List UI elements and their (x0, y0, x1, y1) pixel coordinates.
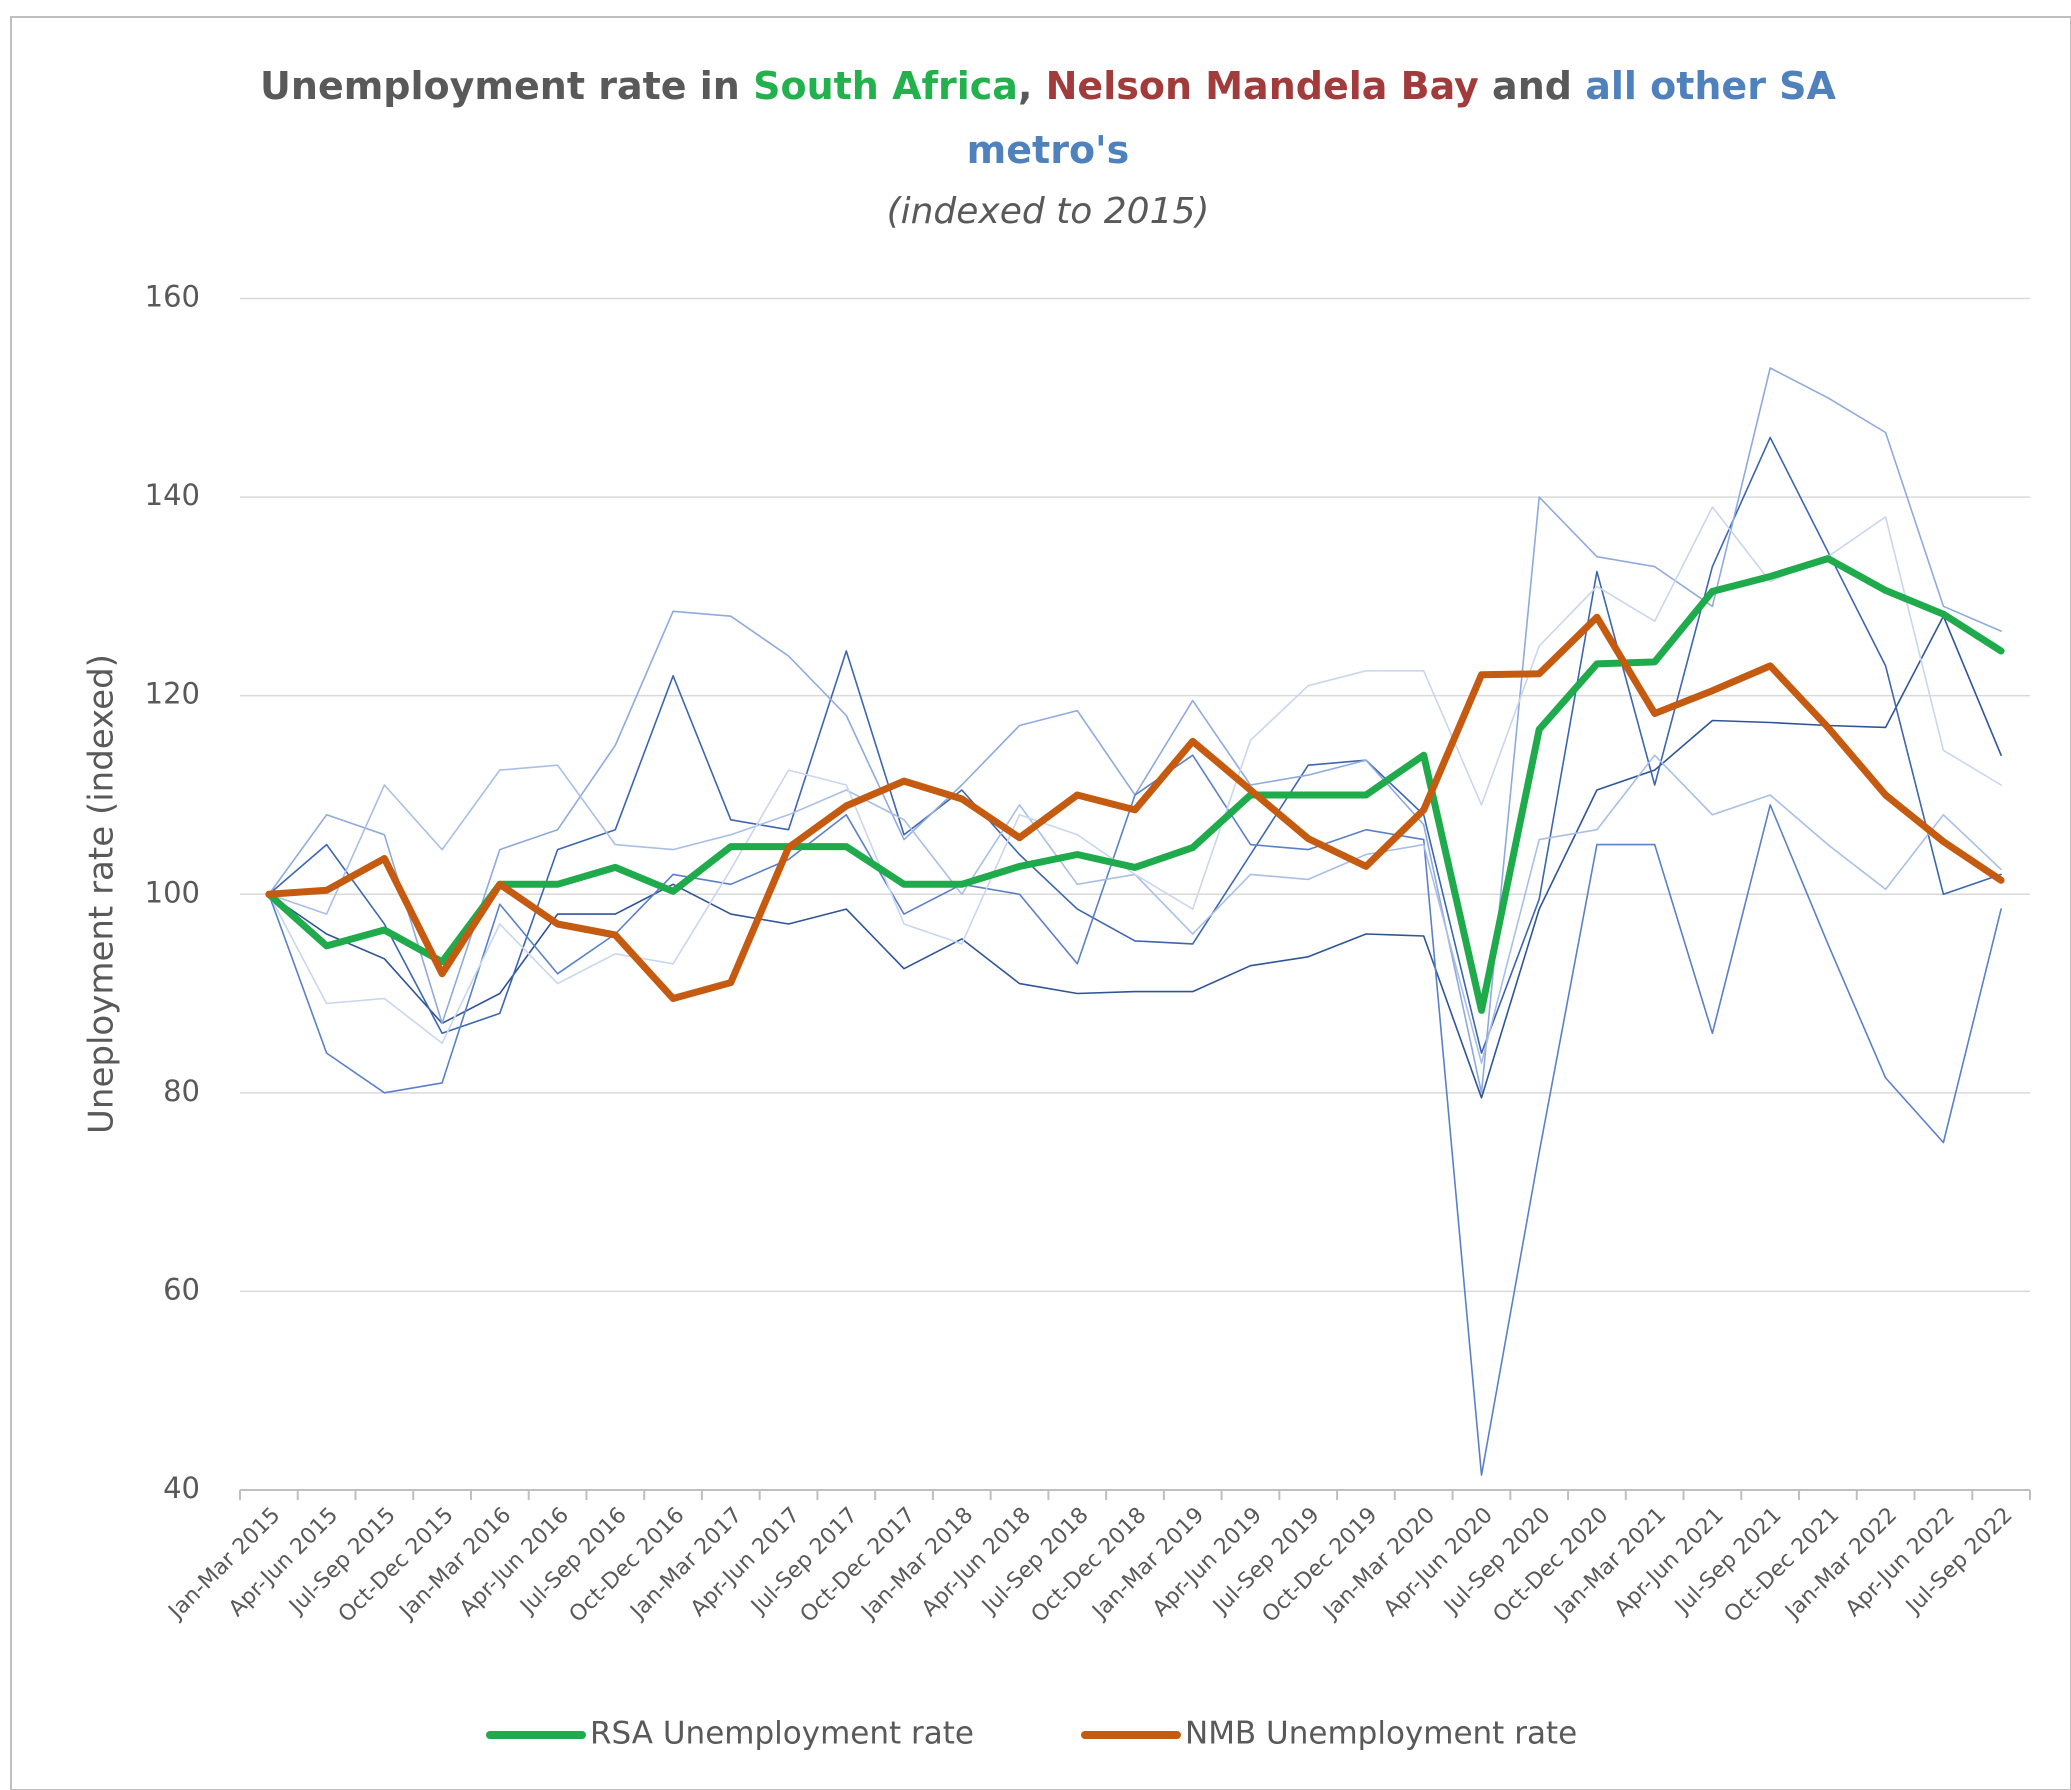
series-line (265, 613, 2005, 1002)
y-tick-label: 140 (145, 478, 200, 512)
y-axis-label: Uneployment rate (indexed) (82, 654, 122, 1134)
legend-label: RSA Unemployment rate (590, 1716, 974, 1752)
title-part: and (1479, 64, 1585, 108)
chart-subtitle: (indexed to 2015) (887, 191, 1210, 232)
y-tick-label: 100 (145, 875, 200, 909)
legend-label: NMB Unemployment rate (1185, 1716, 1577, 1752)
chart-frame (10, 16, 2071, 1790)
series-line (268, 436, 2002, 1054)
y-tick-label: 60 (163, 1272, 200, 1306)
y-tick-label: 80 (163, 1074, 200, 1108)
chart-title-line2: metro's (967, 128, 1130, 172)
y-tick-label: 120 (145, 677, 200, 711)
series-line (268, 506, 2002, 1044)
series-line (268, 754, 2002, 1476)
y-tick-label: 40 (163, 1471, 200, 1505)
series-line (268, 615, 2002, 1099)
title-part: , (1018, 64, 1046, 108)
title-part: Nelson Mandela Bay (1046, 64, 1479, 108)
y-tick-label: 160 (145, 280, 200, 314)
series-line (265, 555, 2005, 1014)
title-part: metro's (967, 128, 1130, 172)
title-part: Unemployment rate in (260, 64, 753, 108)
chart-title: Unemployment rate in South Africa, Nelso… (260, 64, 1837, 108)
title-part: all other SA (1585, 64, 1836, 108)
title-part: South Africa (753, 64, 1018, 108)
